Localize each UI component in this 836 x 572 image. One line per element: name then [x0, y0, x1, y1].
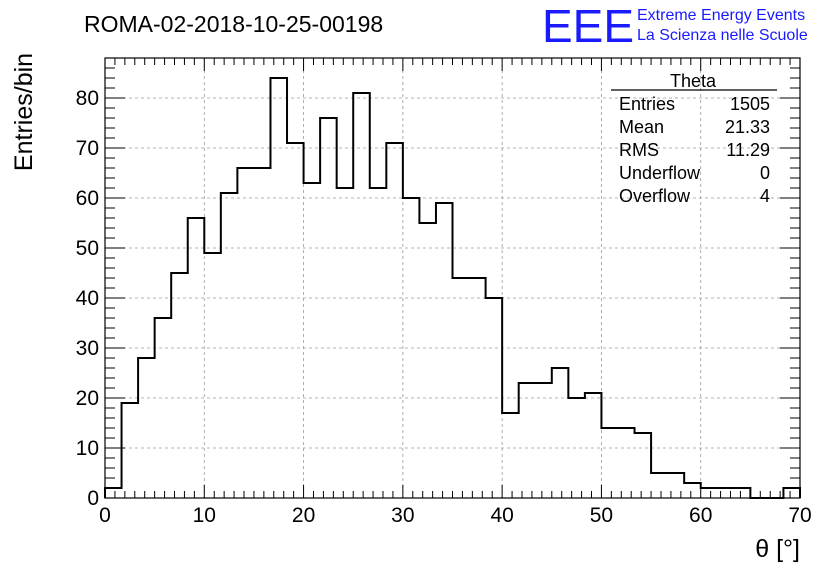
x-tick-label: 0 [99, 504, 111, 527]
histogram-bin [469, 278, 486, 498]
x-tick-label: 70 [788, 504, 811, 527]
logo-line-1: Extreme Energy Events [637, 7, 805, 24]
stats-row-label: Mean [619, 117, 664, 137]
stats-row-label: Underflow [619, 163, 701, 183]
stats-row-value: 0 [760, 163, 770, 183]
histogram-bin [568, 398, 585, 498]
histogram-bin [155, 318, 172, 498]
histogram-bin [287, 143, 304, 498]
axis-ticks [104, 57, 801, 499]
x-tick-label: 10 [193, 504, 216, 527]
stats-box: Theta Entries 1505 Mean 21.33 RMS 11.29 Underf… [611, 71, 777, 206]
y-tick-label: 60 [76, 187, 99, 210]
y-tick-label: 10 [76, 437, 99, 460]
stats-row-value: 11.29 [726, 140, 770, 160]
histogram-bin [552, 368, 569, 498]
histogram-bin [320, 118, 337, 498]
histogram-bin [701, 488, 718, 498]
stats-row-value: 4 [760, 186, 770, 206]
x-tick-label: 30 [391, 504, 414, 527]
histogram-bin [502, 413, 519, 498]
histogram-bin [138, 358, 155, 498]
histogram-bin [337, 188, 354, 498]
x-axis-title: θ [°] [755, 535, 800, 563]
histogram-bin [453, 278, 470, 498]
histogram-bin [618, 428, 635, 498]
histogram-series [104, 77, 801, 499]
histogram-bin [635, 433, 652, 498]
histogram-bin [519, 383, 536, 498]
x-tick-label: 40 [490, 504, 513, 527]
y-tick-label: 50 [76, 237, 99, 260]
histogram-bin [254, 168, 271, 498]
logo-line-2: La Scienza nelle Scuole [637, 27, 808, 44]
x-tick-label: 20 [292, 504, 315, 527]
histogram-bin [585, 393, 602, 498]
histogram-bin [353, 93, 370, 498]
stats-row-label: Entries [619, 94, 675, 114]
histogram-bin [237, 168, 254, 498]
histogram-bin [304, 183, 321, 498]
histogram-bin [535, 383, 552, 498]
histogram-bin [386, 143, 403, 498]
histogram-bin [270, 78, 287, 498]
histogram-bin [221, 193, 238, 498]
stats-row-label: RMS [619, 140, 659, 160]
histogram-bin [668, 473, 685, 498]
stats-name: Theta [670, 71, 717, 91]
histogram-bin [204, 253, 221, 498]
histogram-bin [370, 188, 387, 498]
logo-letters: EEE [542, 0, 634, 52]
histogram-bin [122, 403, 139, 498]
histogram-bin [651, 473, 668, 498]
x-tick-label: 60 [689, 504, 712, 527]
histogram-bin [403, 198, 420, 498]
y-tick-label: 0 [87, 487, 99, 510]
y-tick-label: 30 [76, 337, 99, 360]
y-tick-label: 40 [76, 287, 99, 310]
chart-title: ROMA-02-2018-10-25-00198 [84, 11, 383, 37]
histogram-bin [783, 488, 800, 498]
stats-row-label: Overflow [619, 186, 691, 206]
y-axis-title: Entries/bin [10, 53, 38, 171]
histogram-bin [734, 488, 751, 498]
histogram-bin [436, 203, 453, 498]
histogram-bin [684, 483, 701, 498]
histogram-bin [188, 218, 205, 498]
histogram-bin [601, 428, 618, 498]
y-tick-label: 70 [76, 137, 99, 160]
histogram-bin [105, 488, 122, 498]
histogram-bin [171, 273, 188, 498]
histogram-step-line [104, 77, 801, 499]
y-tick-label: 20 [76, 387, 99, 410]
stats-row-value: 1505 [730, 94, 770, 114]
stats-row-value: 21.33 [725, 117, 770, 137]
histogram-bin [419, 223, 436, 498]
y-tick-label: 80 [76, 87, 99, 110]
x-tick-label: 50 [590, 504, 613, 527]
logo: EEE Extreme Energy Events La Scienza nel… [542, 0, 808, 52]
histogram-bin [486, 298, 503, 498]
histogram-bin [717, 488, 734, 498]
